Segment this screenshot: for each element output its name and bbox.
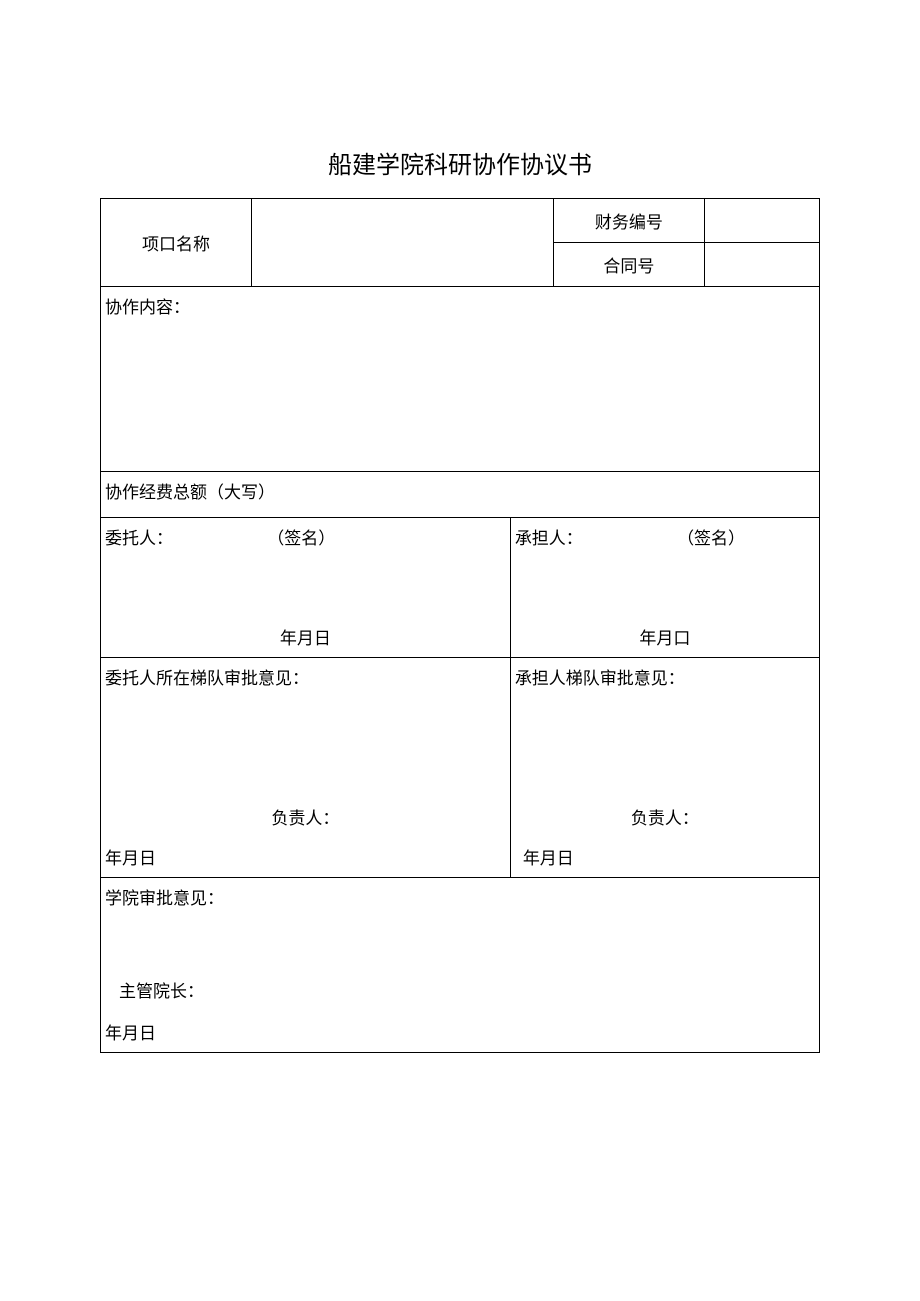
project-name-label-cell: 项口名称: [101, 199, 252, 287]
undertake-team-label: 承担人梯队审批意见：: [511, 658, 819, 695]
undertake-date: 年月口: [511, 624, 819, 649]
undertake-team-leader-label: 负责人：: [511, 804, 819, 829]
funding-label: 协作经费总额（大写）: [101, 472, 819, 509]
school-approval-cell[interactable]: 学院审批意见： 主管院长： 年月日: [101, 878, 820, 1053]
financial-code-label: 财务编号: [595, 213, 663, 232]
undertake-sign-cell[interactable]: 承担人： （签名） 年月口: [510, 518, 819, 658]
agreement-form-table: 项口名称 财务编号 合同号 协作内容： 协作经费总额（大写）: [100, 198, 820, 1053]
form-title: 船建学院科研协作协议书: [100, 145, 820, 180]
entrust-team-label: 委托人所在梯队审批意见：: [101, 658, 510, 695]
funding-cell[interactable]: 协作经费总额（大写）: [101, 472, 820, 518]
entrust-team-cell[interactable]: 委托人所在梯队审批意见： 负责人： 年月日: [101, 658, 511, 878]
undertake-person-label: 承担人：: [515, 524, 583, 549]
school-opinion-label: 学院审批意见：: [101, 878, 819, 915]
collab-content-cell[interactable]: 协作内容：: [101, 287, 820, 472]
entrust-person-label: 委托人：: [105, 524, 173, 549]
school-date: 年月日: [105, 1019, 156, 1044]
entrust-sign-hint: （签名）: [267, 524, 335, 549]
collab-content-label: 协作内容：: [101, 287, 819, 324]
undertake-sign-hint: （签名）: [677, 524, 745, 549]
project-name-label: 项口名称: [142, 235, 210, 254]
entrust-team-date: 年月日: [105, 844, 156, 869]
undertake-team-cell[interactable]: 承担人梯队审批意见： 负责人： 年月日: [510, 658, 819, 878]
school-leader-label: 主管院长：: [119, 977, 204, 1002]
page-container: 船建学院科研协作协议书 项口名称 财务编号 合同号: [0, 0, 920, 1053]
project-name-value-cell[interactable]: [251, 199, 553, 287]
entrust-team-leader-label: 负责人：: [101, 804, 510, 829]
undertake-team-date: 年月日: [523, 844, 574, 869]
entrust-sign-cell[interactable]: 委托人： （签名） 年月日: [101, 518, 511, 658]
financial-code-value-cell[interactable]: [704, 199, 819, 243]
financial-code-label-cell: 财务编号: [553, 199, 704, 243]
contract-no-label: 合同号: [603, 257, 654, 276]
contract-no-value-cell[interactable]: [704, 243, 819, 287]
contract-no-label-cell: 合同号: [553, 243, 704, 287]
entrust-date: 年月日: [101, 624, 510, 649]
